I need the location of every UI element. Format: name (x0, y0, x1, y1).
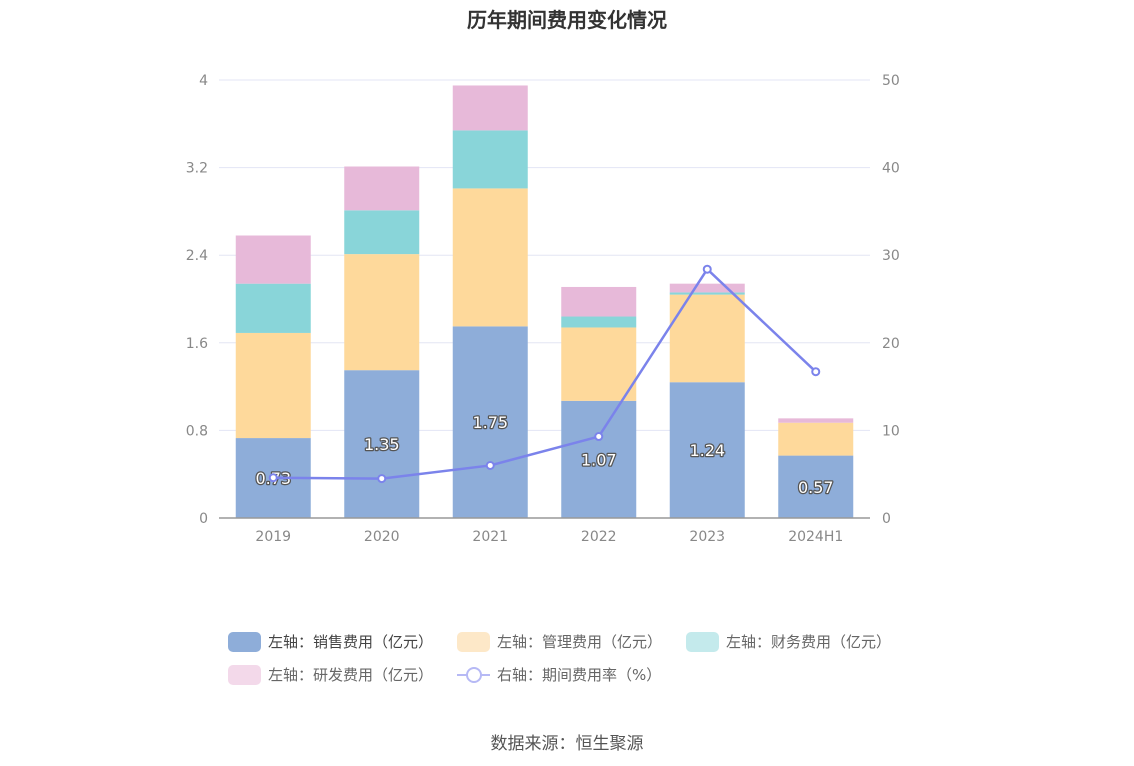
y-left-tick-label: 2.4 (186, 248, 208, 264)
y-left-tick-label: 3.2 (186, 161, 208, 177)
expense-ratio-point-2023 (702, 264, 712, 274)
legend-label-sales: 左轴：销售费用（亿元） (268, 633, 434, 651)
expense-ratio-point-2022 (594, 432, 604, 442)
bar-segment-s2-2021 (452, 130, 528, 189)
expense-ratio-point-2021 (485, 460, 495, 470)
y-right-tick-label: 10 (882, 423, 900, 439)
chart-plot: 0 0 0.8 10 1.6 20 2.4 30 3.2 40 4 50 2019 2020 2021 202… (186, 73, 900, 545)
bar-data-label: 1.24 (689, 441, 725, 460)
x-tick-label: 2022 (581, 529, 617, 545)
bar-segment-s0-2020 (344, 370, 420, 518)
expense-ratio-point-2024H1 (811, 367, 821, 377)
bar-segment-s0-2024H1 (778, 455, 854, 518)
bar-segment-s3-2020 (344, 166, 420, 211)
bar-segment-s2-2022 (561, 316, 637, 328)
bar-segment-s1-2020 (344, 254, 420, 371)
x-tick-label: 2020 (364, 529, 400, 545)
y-right-tick-label: 40 (882, 161, 900, 177)
y-left-tick-label: 4 (199, 73, 208, 89)
legend-item-expense-ratio[interactable]: 右轴：期间费用率（%） (457, 663, 661, 686)
legend-label-rnd: 左轴：研发费用（亿元） (268, 666, 434, 684)
legend-swatch-sales (228, 631, 261, 652)
bar-segment-s0-2022 (561, 400, 637, 518)
y-left-tick-label: 0 (199, 511, 208, 527)
expense-ratio-point-2019 (268, 473, 278, 483)
legend-item-rnd[interactable]: 左轴：研发费用（亿元） (228, 663, 433, 686)
bar-segment-s0-2023 (669, 382, 745, 518)
bar-data-label: 1.75 (472, 413, 508, 432)
x-tick-label: 2024H1 (788, 529, 843, 545)
legend-label-admin: 左轴：管理费用（亿元） (497, 633, 663, 651)
legend-line-icon (457, 665, 491, 685)
legend-label-finance: 左轴：财务费用（亿元） (726, 633, 892, 651)
bar-segment-s2-2019 (235, 283, 311, 333)
bar-data-label: 1.35 (364, 435, 400, 454)
legend-swatch-finance (686, 631, 720, 652)
bar-segment-s1-2024H1 (778, 422, 854, 456)
legend-label-expense-ratio: 右轴：期间费用率（%） (497, 666, 662, 684)
y-left-tick-label: 1.6 (186, 336, 208, 352)
legend-swatch-admin (457, 631, 491, 652)
x-tick-label: 2019 (255, 529, 291, 545)
x-tick-label: 2021 (472, 529, 508, 545)
legend: 左轴：销售费用（亿元） 左轴：管理费用（亿元） 左轴：财务费用（亿元） 左轴：研… (228, 630, 928, 686)
bar-segment-s0-2021 (452, 326, 528, 518)
legend-swatch-rnd (228, 664, 261, 685)
legend-item-finance[interactable]: 左轴：财务费用（亿元） (686, 630, 891, 653)
chart-title: 历年期间费用变化情况 (467, 8, 667, 32)
legend-item-sales[interactable]: 左轴：销售费用（亿元） (228, 630, 433, 653)
bar-segment-s3-2023 (669, 283, 745, 293)
expense-ratio-point-2020 (377, 474, 387, 484)
y-right-tick-label: 50 (882, 73, 900, 89)
bar-segment-s2-2023 (669, 292, 745, 295)
y-right-tick-label: 30 (882, 248, 900, 264)
bar-segment-s3-2019 (235, 235, 311, 284)
y-right-tick-label: 0 (882, 511, 891, 527)
y-right-tick-label: 20 (882, 336, 900, 352)
bar-data-label: 0.57 (798, 478, 834, 497)
expense-ratio-line (273, 267, 817, 480)
bar-segment-s1-2021 (452, 188, 528, 327)
bar-segment-s3-2022 (561, 286, 637, 317)
bar-segment-s1-2019 (235, 332, 311, 439)
bar-data-label: 1.07 (581, 450, 617, 469)
bar-segment-s2-2020 (344, 210, 420, 255)
legend-item-admin[interactable]: 左轴：管理费用（亿元） (457, 630, 662, 653)
data-source: 数据来源：恒生聚源 (490, 734, 644, 754)
y-left-tick-label: 0.8 (186, 423, 208, 439)
bar-segment-s1-2022 (561, 327, 637, 401)
bar-segment-s3-2021 (452, 85, 528, 131)
bar-segment-s3-2024H1 (778, 418, 854, 423)
x-tick-label: 2023 (689, 529, 725, 545)
